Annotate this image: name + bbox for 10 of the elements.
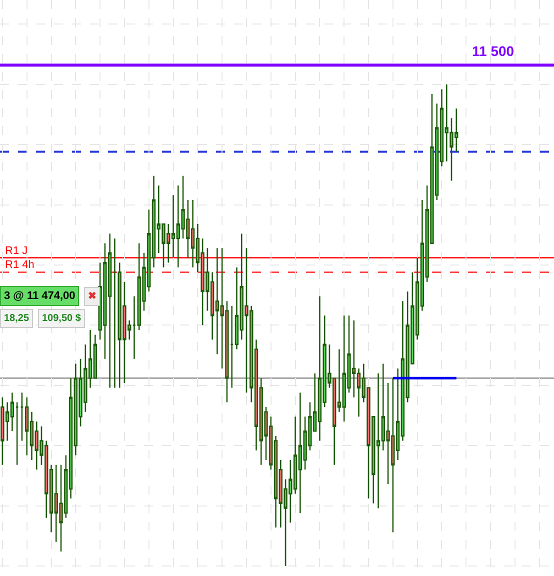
candlestick [132,296,136,360]
annotation: 18,25 [4,313,30,324]
annotation: 109,50 $ [42,313,82,324]
candlestick [20,392,24,442]
candlestick [15,402,19,466]
ref-line-label: R1 J [5,245,28,257]
annotation: 11 500 [472,43,514,59]
annotation: 3 @ 11 474,00 [4,290,76,302]
ref-line-label: R1 4h [5,259,34,271]
annotation: ✖ [88,291,96,302]
